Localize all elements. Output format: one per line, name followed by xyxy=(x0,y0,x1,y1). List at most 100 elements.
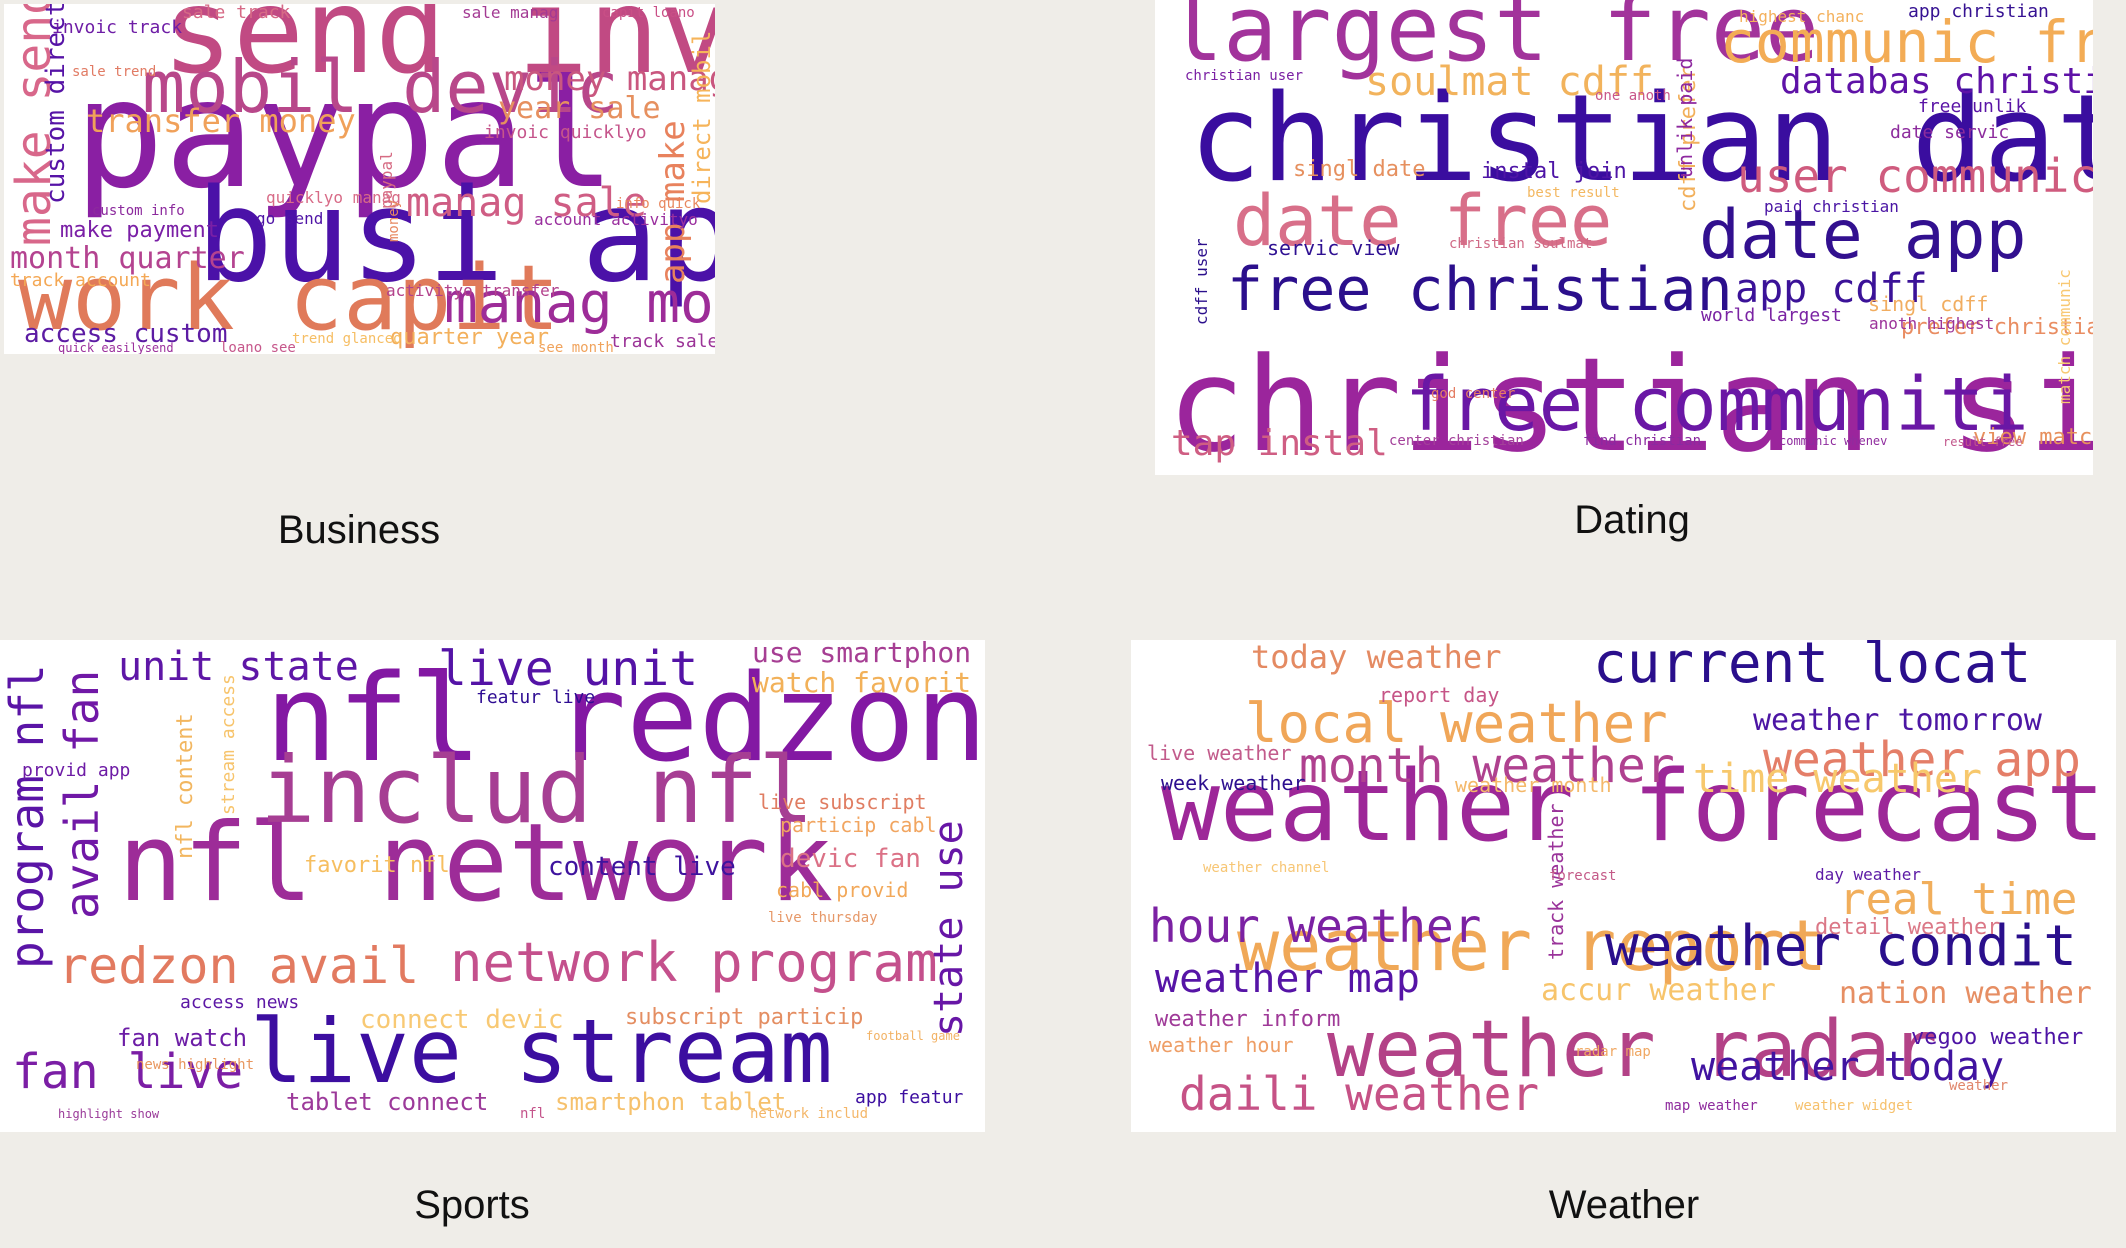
cloud-word: send invoic xyxy=(162,4,715,100)
cloud-word: weather xyxy=(1949,1078,2008,1094)
cloud-word: center christian xyxy=(1389,433,1524,449)
cloud-word: christian soulmat xyxy=(1449,236,1592,252)
cloud-word: highlight show xyxy=(58,1107,160,1121)
cloud-word: stream access xyxy=(218,674,239,815)
cloud-word: daili weather xyxy=(1179,1067,1539,1121)
cloud-word: avail fan xyxy=(55,670,109,919)
cloud-word: football game xyxy=(866,1029,960,1043)
cloud-word: best result xyxy=(1527,185,1620,201)
cloud-word: smartphon tablet xyxy=(555,1088,786,1116)
cloud-word: weather widget xyxy=(1795,1098,1913,1114)
cloud-word: make payment xyxy=(60,218,219,243)
cloud-word: sale trend xyxy=(72,64,156,80)
caption-business: Business xyxy=(277,508,441,552)
cloud-word: databas christian xyxy=(1780,61,2093,102)
cloud-word: christian date xyxy=(1189,70,2093,209)
cloud-word: detail weather xyxy=(1815,915,2000,940)
cloud-word: weather forecast xyxy=(1161,750,2105,864)
cloud-word: track account xyxy=(10,270,151,291)
wordcloud-weather: weather forecast weather radar weather rep… xyxy=(1147,640,2105,1121)
cloud-word: forecast xyxy=(1549,868,1616,884)
cloud-word: invoic quicklyo xyxy=(484,122,647,143)
cloud-word: live subscript xyxy=(758,790,927,814)
cloud-word: tablet connect xyxy=(286,1088,488,1116)
wordcloud-weather-panel: weather forecast weather radar weather rep… xyxy=(1131,640,2116,1132)
cloud-word: custom info xyxy=(92,203,185,219)
cloud-word: view match xyxy=(1973,425,2093,450)
cloud-word: prefer christian xyxy=(1901,315,2093,340)
cloud-word: weather map xyxy=(1155,956,1420,1002)
cloud-word: singl date xyxy=(1293,157,1425,182)
cloud-word: watch favorit xyxy=(752,666,971,699)
cloud-word: go send xyxy=(256,209,323,228)
cloud-word: custom direct xyxy=(41,4,71,204)
cloud-word: live stream xyxy=(250,1000,833,1103)
cloud-word: live weather xyxy=(1147,741,1292,765)
cloud-word: local weather xyxy=(1245,692,1668,755)
cloud-word: cabl provid xyxy=(776,878,908,902)
cloud-word: soulmat cdff xyxy=(1365,59,1654,105)
cloud-word: map weather xyxy=(1665,1098,1758,1114)
cloud-word: network program xyxy=(450,931,938,994)
cloud-word: nfl redzon xyxy=(265,650,985,789)
cloud-word: weather radar xyxy=(1327,1005,1937,1095)
cloud-word: account activityo xyxy=(534,210,698,229)
cloud-word: today weather xyxy=(1251,640,1501,676)
cloud-word: activityo transfer xyxy=(386,281,560,300)
cloud-word: sale track xyxy=(182,4,291,23)
cloud-word: free communiti xyxy=(1405,362,2029,448)
cloud-word: weather inform xyxy=(1155,1007,1340,1032)
cloud-word: day weather xyxy=(1815,865,1921,884)
cloud-word: user communic xyxy=(1737,149,2093,203)
cloud-word: report day xyxy=(1379,683,1499,707)
cloud-word: loano see xyxy=(220,340,296,354)
cloud-word: subscript particip xyxy=(625,1005,863,1030)
cloud-word: nfl network xyxy=(118,801,833,926)
cloud-word: real time xyxy=(1839,874,2077,925)
cloud-word: weather tomorrow xyxy=(1753,703,2043,738)
cloud-word: access news xyxy=(180,992,299,1013)
cloud-word: devic fan xyxy=(780,844,921,874)
cloud-word: unlik paid xyxy=(1673,58,1697,178)
cloud-word: money xyxy=(386,200,402,242)
cloud-word: date free xyxy=(1233,180,1612,262)
cloud-word: work capit xyxy=(18,246,560,351)
cloud-word: current locat xyxy=(1593,640,2031,696)
cloud-word: direct mobil xyxy=(688,31,715,204)
cloud-word: particip cabl xyxy=(780,813,937,837)
cloud-word: trend glanceo xyxy=(292,331,402,347)
cloud-word: connect devic xyxy=(360,1005,564,1035)
cloud-word: result free xyxy=(1943,435,2022,449)
cloud-word: weather app xyxy=(1763,732,2081,788)
cloud-word: quarter year xyxy=(390,325,549,350)
cloud-word: weather report xyxy=(1237,905,1827,987)
cloud-word: nation weather xyxy=(1839,976,2092,1011)
wordcloud-dating: christian singl christian datelargest fre… xyxy=(1167,0,2093,475)
cloud-word: largest free xyxy=(1169,0,1819,82)
wordcloud-sports-panel: nfl redzon nfl network includ nfl live stre… xyxy=(0,640,985,1132)
cloud-word: nfl content xyxy=(173,713,198,859)
cloud-word: radar map xyxy=(1575,1044,1651,1060)
cloud-word: vegoo weather xyxy=(1911,1025,2083,1050)
cloud-word: god center xyxy=(1431,386,1515,402)
cloud-word: transfer money xyxy=(86,102,356,140)
cloud-word: provid app xyxy=(22,760,130,781)
cloud-word: favorit nfl xyxy=(304,853,450,878)
cloud-word: state use xyxy=(926,820,972,1037)
cloud-word: use smartphon xyxy=(752,640,971,669)
wordcloud-business: paypal busibusi app send invoic work capit… xyxy=(6,4,715,354)
cloud-word: instal join xyxy=(1481,159,1627,184)
cloud-word: year sale xyxy=(498,91,661,126)
cloud-word: app featur xyxy=(855,1087,964,1108)
cloud-word: app make xyxy=(653,120,693,284)
cloud-word: track sale xyxy=(610,331,715,352)
cloud-word: featur live xyxy=(476,687,595,708)
cloud-word: date servic xyxy=(1890,122,2009,143)
cloud-word: see month xyxy=(538,340,614,354)
cloud-word: weather month xyxy=(1455,773,1612,797)
cloud-word: time weather xyxy=(1693,756,1982,802)
cloud-word: track weather xyxy=(1544,803,1568,960)
cloud-word: live thursday xyxy=(768,910,878,926)
cloud-word: free unlik xyxy=(1918,96,2027,117)
